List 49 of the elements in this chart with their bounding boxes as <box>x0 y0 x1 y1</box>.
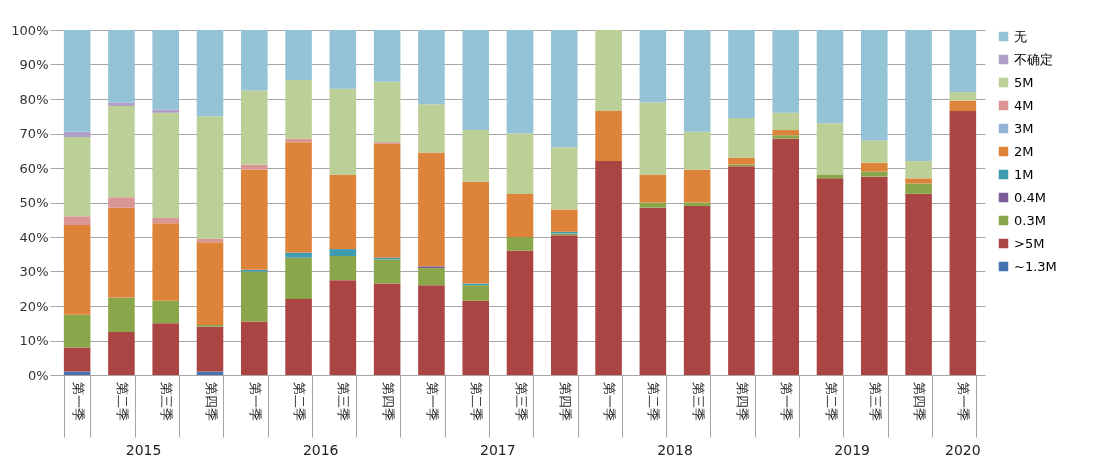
legend-label: 2M <box>1014 143 1034 159</box>
x-tick-label: 第三季 <box>336 381 352 421</box>
legend-label: 0.3M <box>1014 212 1046 228</box>
text: 2019 <box>834 442 870 458</box>
legend-label: 4M <box>1014 97 1034 113</box>
y-tick-label: 90% <box>19 57 49 72</box>
legend-label: >5M <box>1014 235 1045 251</box>
x-tick-label: 第三季 <box>159 381 175 421</box>
x-tick-label: 第四季 <box>912 381 928 421</box>
x-tick-label: 第四季 <box>734 381 750 421</box>
text: 2018 <box>657 442 693 458</box>
text: 2015 <box>125 442 162 458</box>
y-tick-label: 10% <box>19 333 49 348</box>
y-tick-label: 60% <box>19 160 49 176</box>
x-tick-label: 第四季 <box>557 381 573 421</box>
x-tick-label: 第四季 <box>203 381 219 421</box>
y-tick-label: 100% <box>11 22 49 38</box>
x-tick-label: 第二季 <box>292 381 308 421</box>
x-tick-label: 第一季 <box>602 381 618 421</box>
legend-label: 5M <box>1014 74 1034 90</box>
x-tick-label: 第二季 <box>114 381 130 421</box>
x-tick-label: 第三季 <box>513 381 529 421</box>
x-tick-label: 第三季 <box>867 381 883 421</box>
x-tick-label: 第一季 <box>70 381 86 421</box>
text: 2016 <box>302 442 339 458</box>
legend-label: 3M <box>1014 120 1034 136</box>
y-tick-label: 0% <box>27 367 49 383</box>
x-tick-label: 第三季 <box>690 381 706 421</box>
x-tick-label: 第二季 <box>646 381 662 421</box>
legend-label: 不确定 <box>1014 51 1053 67</box>
y-tick-label: 20% <box>19 298 49 314</box>
x-tick-label: 第二季 <box>469 381 485 421</box>
legend-label: 1M <box>1014 166 1034 182</box>
text: 2017 <box>480 442 516 458</box>
x-tick-label: 第一季 <box>956 381 972 421</box>
x-tick-label: 第二季 <box>823 381 839 421</box>
x-tick-label: 第四季 <box>380 381 396 421</box>
y-tick-label: 50% <box>19 195 49 210</box>
text: 2020 <box>945 442 981 458</box>
legend-label: 无 <box>1014 28 1027 44</box>
x-tick-label: 第一季 <box>424 381 440 421</box>
y-tick-label: 40% <box>19 229 49 245</box>
legend-label: ~1.3M <box>1014 258 1057 274</box>
x-tick-label: 第一季 <box>779 381 795 421</box>
legend-label: 0.4M <box>1014 189 1046 205</box>
y-tick-label: 80% <box>19 91 49 107</box>
y-tick-label: 30% <box>19 264 49 279</box>
x-tick-label: 第一季 <box>247 381 263 421</box>
y-tick-label: 70% <box>19 126 49 141</box>
